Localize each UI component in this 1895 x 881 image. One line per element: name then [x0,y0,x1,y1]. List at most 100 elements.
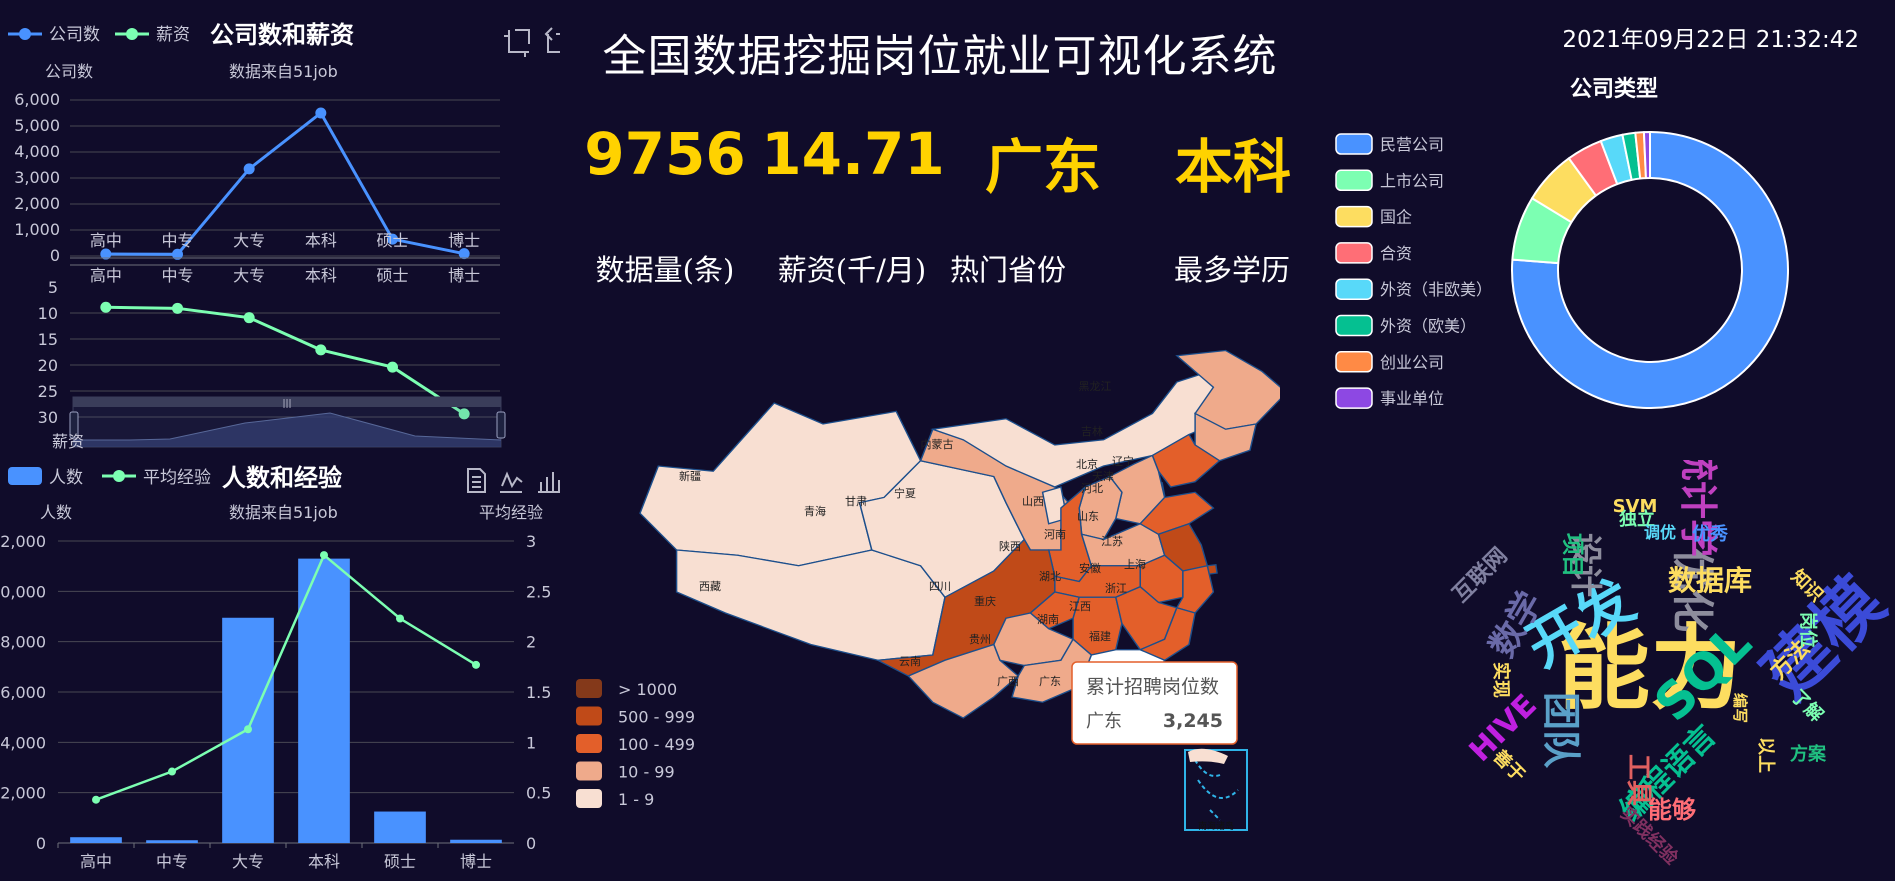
y-tick-label: 1,000 [14,220,60,239]
chart-subtitle: 数据来自51job [229,62,338,81]
region-label: 广西 [997,675,1019,688]
page-title: 全国数据挖掘岗位就业可视化系统 [602,31,1278,82]
y-tick-label: 2,000 [0,784,46,803]
data-point-company [100,248,112,260]
region-label: 浙江 [1105,582,1127,595]
y-tick-label: 25 [38,382,58,401]
zoom-back-icon[interactable] [544,27,560,53]
region-label: 福建 [1089,629,1111,643]
visual-map-legend[interactable]: > 1000 500 - 999 100 - 499 10 - 99 1 - 9 [576,679,695,809]
datetime: 2021年09月22日 21:32:42 [1562,27,1859,53]
data-point-experience [472,660,480,669]
legend-swatch [1335,278,1373,300]
legend-swatch [1335,242,1373,264]
stat-label: 最多学历 [1173,253,1290,287]
x-tick-label: 博士 [448,231,480,250]
data-point-company [172,248,183,260]
stat-value: 广东 [984,133,1101,201]
legend-swatch [1335,205,1373,228]
word-cloud-word: 方案 [1790,743,1827,765]
people-experience-chart: 人数 平均经验 人数和经验 数据来自51job 人数 平均经验 12,00010… [0,464,560,871]
map-region-辽宁[interactable] [1151,433,1221,488]
x-tick-label: 中专 [156,852,188,871]
y-axis-label: 薪资 [52,432,84,451]
y-axis-label: 公司数 [45,62,93,81]
x-tick-label: 大专 [233,231,265,250]
zoom-handle-left[interactable] [69,411,79,439]
region-label: 河北 [1081,482,1103,495]
x-tick-label: 本科 [308,852,340,871]
region-label: 河南 [1044,528,1066,541]
y-tick-label: 0 [36,834,46,853]
zoom-handle-right[interactable] [496,411,506,439]
legend-label: 外资（欧美） [1380,317,1476,336]
visual-map-label: 100 - 499 [618,735,695,754]
y-tick-label: 10,000 [0,582,46,601]
visual-map-swatch [576,679,602,698]
bar-people [298,558,350,843]
legend-label: 合资 [1380,244,1412,263]
region-label: 辽宁 [1112,454,1134,468]
legend-label: 事业单位 [1380,389,1444,408]
region-label: 新疆 [679,469,701,483]
visual-map-label: 1 - 9 [618,790,654,809]
region-label: 宁夏 [894,486,916,500]
x-tick-label: 硕士 [376,231,408,250]
region-label: 湖南 [1037,613,1059,626]
restore-icon[interactable] [504,29,530,57]
region-label: 黑龙江 [1079,380,1112,393]
legend-company[interactable]: 公司数 [8,25,100,45]
word-cloud-word: 能够 [1648,796,1696,824]
map-region-西藏[interactable] [675,549,946,661]
legend-salary[interactable]: 薪资 [115,25,190,45]
y2-tick-label: 2.5 [526,582,551,601]
legend-people[interactable]: 人数 [8,467,83,488]
line-switch-icon[interactable] [500,471,523,493]
word-cloud-word: 互联网 [1448,543,1512,607]
region-label: 云南 [899,655,921,668]
x-tick-label: 硕士 [384,852,416,871]
region-label: 上海 [1124,557,1146,571]
bar-switch-icon[interactable] [538,472,560,493]
x-tick-label: 大专 [233,266,265,285]
data-point-experience [168,767,176,776]
stat-label: 薪资(千/月) [777,253,927,287]
data-view-icon[interactable] [467,468,486,493]
bar-people [450,839,502,843]
region-label: 南海诸岛 [1198,820,1234,832]
map-region-浙江[interactable] [1175,564,1215,614]
y-tick-label: 3,000 [14,168,60,187]
y2-axis-label: 平均经验 [479,503,543,522]
region-label: 广东 [1039,675,1061,688]
y2-tick-label: 0.5 [526,784,551,803]
legend-label: 薪资 [156,25,190,45]
tooltip-value: 3,245 [1163,710,1223,732]
y-tick-label: 30 [38,408,58,427]
bar-people [374,811,426,843]
pie-slice [1511,131,1789,409]
word-cloud-word: 优化 [1668,548,1717,632]
legend-label: 公司数 [49,25,100,45]
x-tick-label: 高中 [90,231,122,250]
x-tick-label: 大专 [232,852,264,871]
x-tick-label: 本科 [305,231,337,250]
legend-label: 外资（非欧美） [1380,280,1492,299]
region-label: 重庆 [974,594,996,608]
chart-title: 公司数和薪资 [210,21,354,49]
legend-swatch [1335,133,1373,155]
x-tick-label: 中专 [161,231,193,250]
data-zoom-slider[interactable]: ||| [69,396,506,448]
series-line-salary [105,305,465,416]
data-point-company [315,107,327,119]
legend-label: 平均经验 [143,468,211,488]
x-tick-label: 中专 [161,266,193,285]
data-point-salary [315,344,327,356]
chart-title: 人数和经验 [222,464,342,492]
chart-subtitle: 数据来自51job [229,503,338,522]
tooltip-region: 广东 [1086,711,1122,732]
stat-value: 14.71 [761,120,945,188]
legend-experience[interactable]: 平均经验 [102,468,211,488]
y-tick-label: 12,000 [0,532,46,551]
x-tick-label: 本科 [305,266,337,285]
